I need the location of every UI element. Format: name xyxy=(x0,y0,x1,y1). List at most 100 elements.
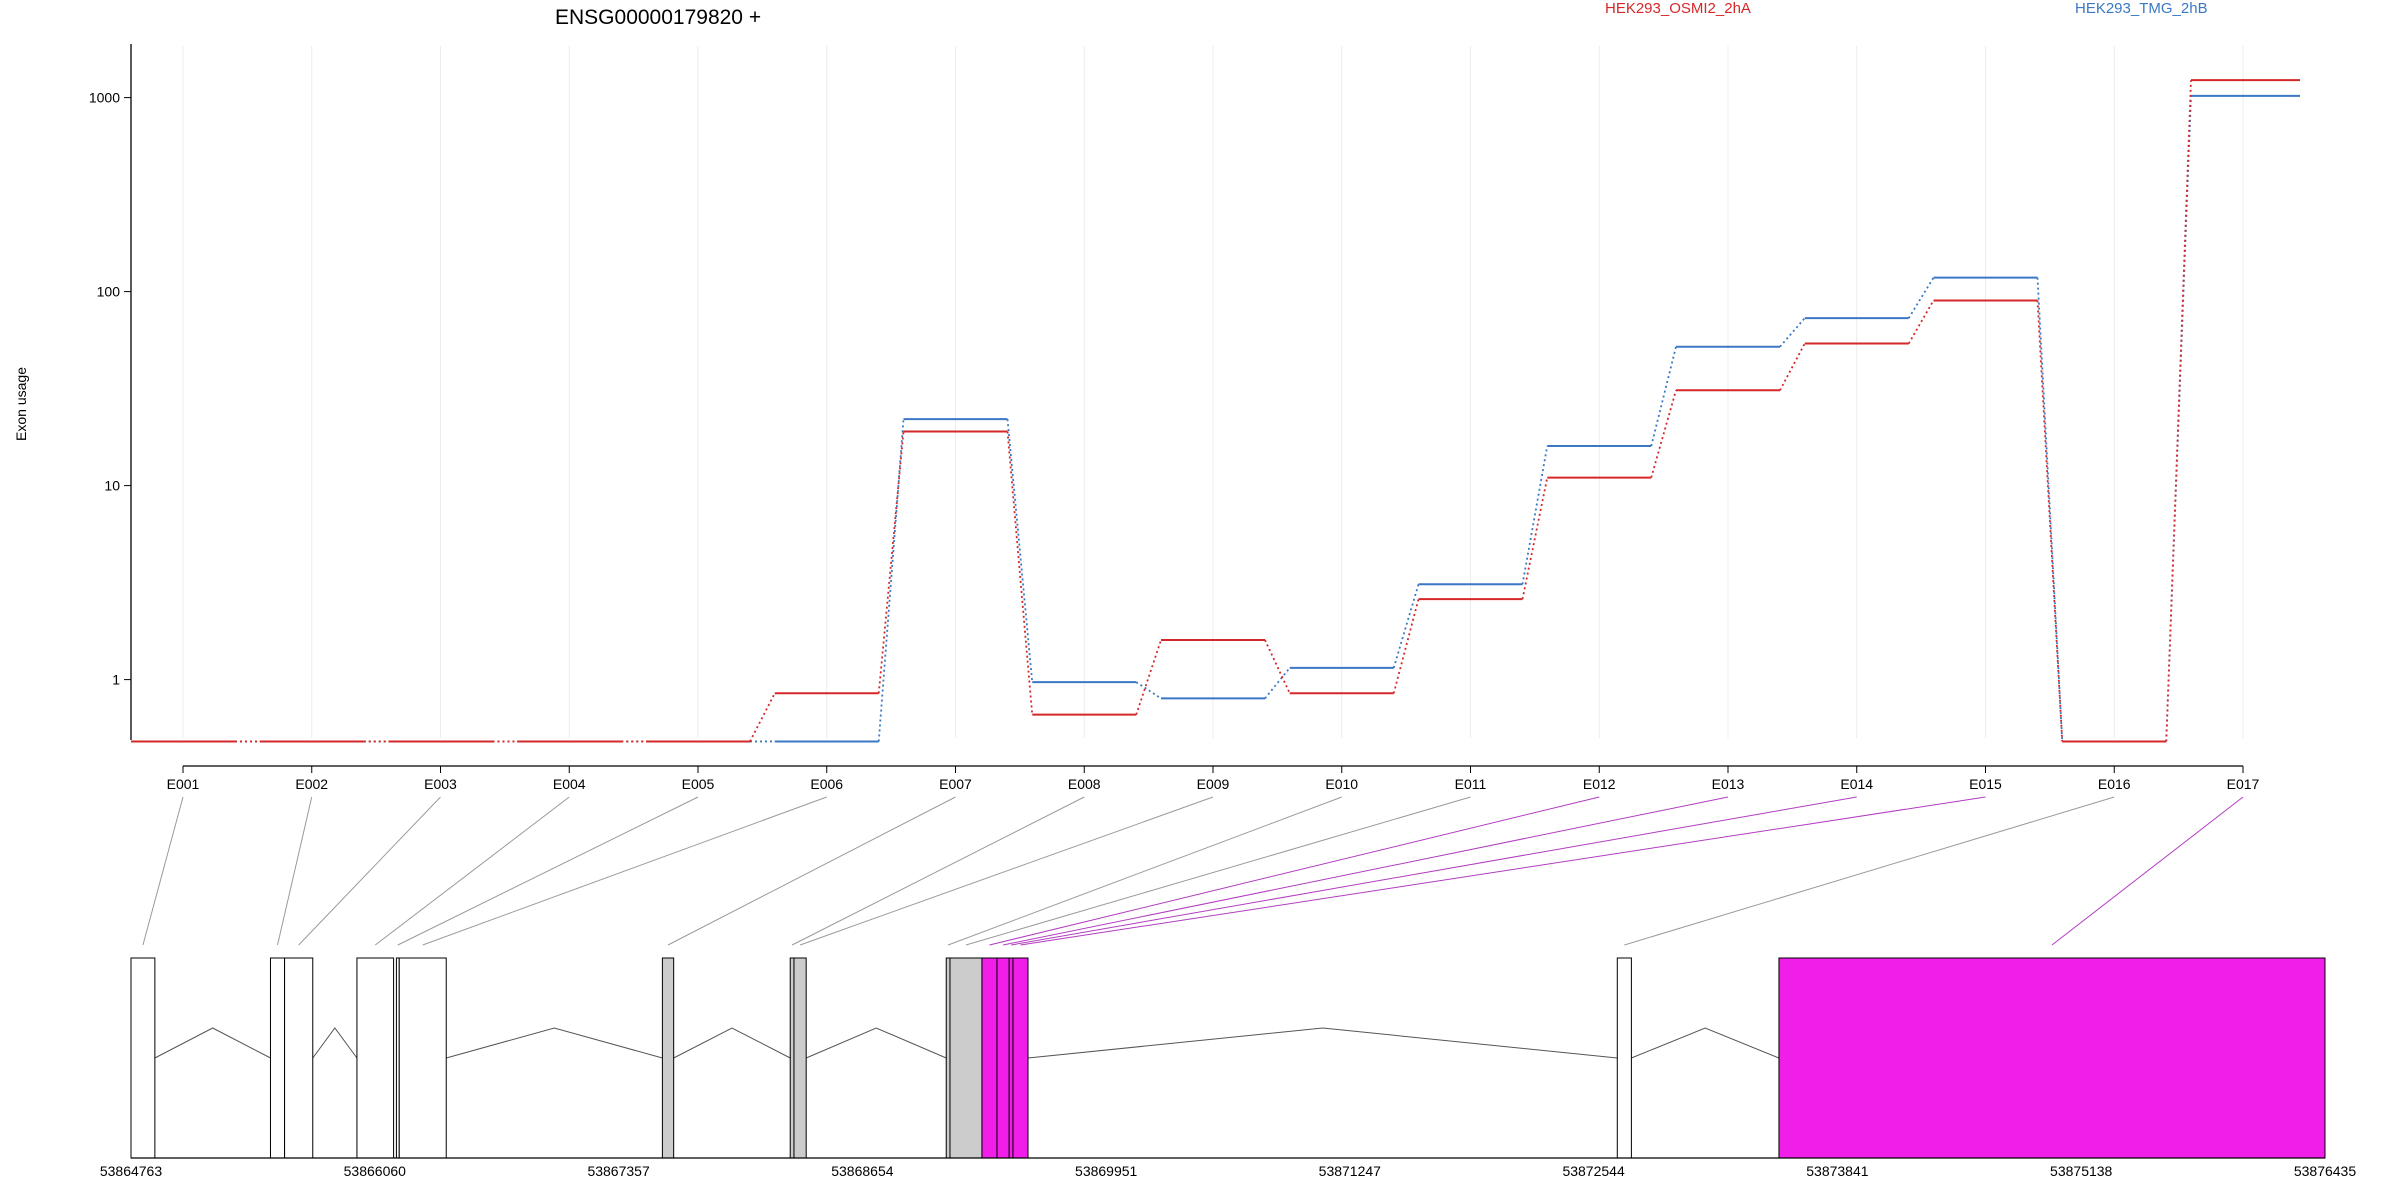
x-tick-label: E016 xyxy=(2098,776,2131,792)
x-tick-label: E012 xyxy=(1583,776,1616,792)
series-connector xyxy=(1006,419,1034,683)
vertical-grid xyxy=(182,46,2244,738)
legend-label-series-2: HEK293_TMG_2hB xyxy=(2075,0,2208,17)
x-tick-label: E007 xyxy=(939,776,972,792)
genomic-tick-label: 53868654 xyxy=(831,1163,894,1179)
x-tick-label: E017 xyxy=(2227,776,2260,792)
series-connector xyxy=(1521,445,1549,585)
x-axis-ticks: E001 E002 E003 E004 E005 E006 E007 E008 E009 E010… xyxy=(167,766,2260,792)
exon-E003 xyxy=(284,957,314,1159)
gene-model xyxy=(130,957,2326,1159)
series-connector xyxy=(877,419,905,742)
intron-line xyxy=(446,1027,663,1059)
chart-title: ENSG00000179820 + xyxy=(555,6,761,29)
exon-E006 xyxy=(398,957,447,1159)
genomic-axis-ticks: 53864763 53866060 53867357 53868654 53869951… xyxy=(100,1163,2357,1179)
exon-E016 xyxy=(1616,957,1632,1159)
intron-line xyxy=(673,1027,791,1059)
intron-line xyxy=(1027,1027,1618,1059)
series-connector xyxy=(749,692,776,742)
connector-E012 xyxy=(989,796,1600,946)
connector-E013 xyxy=(1002,796,1729,946)
intron-line xyxy=(154,1027,271,1059)
exon-E013 xyxy=(996,957,1010,1159)
series-connector xyxy=(1907,277,1935,319)
connector-E010 xyxy=(947,796,1342,946)
legend-label-series-1: HEK293_OSMI2_2hA xyxy=(1605,0,1751,17)
y-tick-label: 1 xyxy=(112,672,120,688)
y-tick-label: 1000 xyxy=(89,90,120,106)
series-connector xyxy=(1907,300,1935,344)
x-tick-label: E013 xyxy=(1712,776,1745,792)
x-tick-label: E002 xyxy=(295,776,328,792)
genomic-tick-label: 53875138 xyxy=(2050,1163,2113,1179)
genomic-tick-label: 53872544 xyxy=(1562,1163,1625,1179)
connector-E003 xyxy=(298,796,441,946)
x-tick-label: E006 xyxy=(810,776,843,792)
genomic-tick-label: 53864763 xyxy=(100,1163,163,1179)
intron-line xyxy=(1631,1027,1780,1059)
y-axis-label: Exon usage xyxy=(13,367,29,441)
exon-E002 xyxy=(269,957,286,1159)
series-connector xyxy=(2036,300,2064,742)
connector-E014 xyxy=(1010,796,1857,946)
x-tick-label: E008 xyxy=(1068,776,1101,792)
connector-E016 xyxy=(1624,796,2115,946)
genomic-tick-label: 53871247 xyxy=(1319,1163,1382,1179)
connector-E011 xyxy=(965,796,1471,946)
exon-E004 xyxy=(356,957,395,1159)
series-connector xyxy=(2165,80,2192,742)
connector-E017 xyxy=(2051,796,2244,946)
x-tick-label: E011 xyxy=(1455,776,1487,792)
exon-E007 xyxy=(661,957,675,1159)
series-connector xyxy=(1264,639,1291,694)
exon-E014 xyxy=(1008,957,1014,1159)
connector-E007 xyxy=(667,796,956,946)
genomic-tick-label: 53876435 xyxy=(2294,1163,2357,1179)
exon-E009 xyxy=(793,957,807,1159)
exon-E015 xyxy=(1012,957,1029,1159)
exon-E010 xyxy=(945,957,951,1159)
x-tick-label: E005 xyxy=(682,776,715,792)
connector-E005 xyxy=(397,796,699,946)
exon-E017 xyxy=(1778,957,2326,1159)
x-tick-label: E010 xyxy=(1325,776,1358,792)
series-lines xyxy=(131,79,2300,743)
series-connector xyxy=(1392,584,1420,669)
y-tick-label: 10 xyxy=(104,478,120,494)
series-connector xyxy=(1650,346,1677,447)
series-connector xyxy=(1779,317,1806,348)
series-connector xyxy=(1135,681,1162,700)
series-connector xyxy=(1135,639,1162,715)
genomic-tick-label: 53866060 xyxy=(344,1163,407,1179)
exon-E001 xyxy=(130,957,156,1159)
x-tick-label: E001 xyxy=(167,776,200,792)
connector-E001 xyxy=(142,796,184,946)
series-connector xyxy=(1392,598,1420,694)
connector-E006 xyxy=(422,796,827,946)
connector-E015 xyxy=(1020,796,1986,946)
x-tick-label: E014 xyxy=(1840,776,1873,792)
y-axis-ticks: 1 10 100 1000 xyxy=(89,90,131,688)
x-tick-label: E003 xyxy=(424,776,457,792)
connector-E002 xyxy=(277,796,313,946)
exon-connectors xyxy=(142,796,2244,946)
exon-E011 xyxy=(949,957,983,1159)
x-tick-label: E009 xyxy=(1197,776,1230,792)
connector-E009 xyxy=(799,796,1214,946)
genomic-tick-label: 53869951 xyxy=(1075,1163,1138,1179)
genomic-tick-label: 53873841 xyxy=(1806,1163,1869,1179)
series-connector xyxy=(1006,431,1034,715)
exon-E008 xyxy=(789,957,795,1159)
genomic-tick-label: 53867357 xyxy=(587,1163,650,1179)
series-connector xyxy=(877,431,905,694)
connector-E008 xyxy=(791,796,1085,946)
connector-E004 xyxy=(374,796,570,946)
y-tick-label: 100 xyxy=(97,284,121,300)
exon-E012 xyxy=(981,957,998,1159)
x-tick-label: E004 xyxy=(553,776,586,792)
intron-line xyxy=(312,1027,358,1059)
series-connector xyxy=(1521,477,1549,600)
series-connector xyxy=(1264,667,1291,699)
